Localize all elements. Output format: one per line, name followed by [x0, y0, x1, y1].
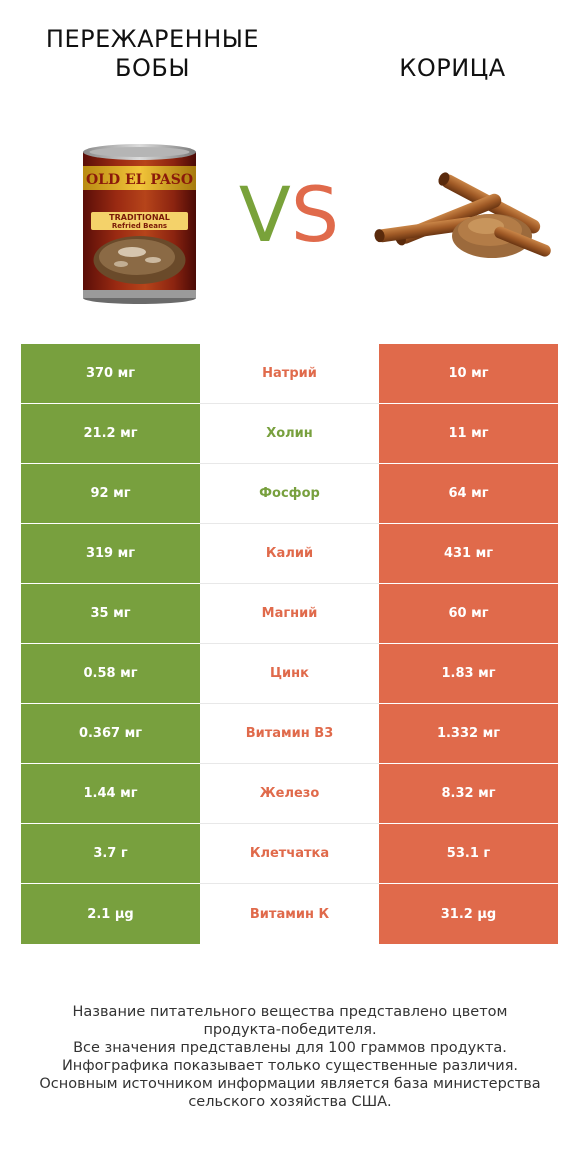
left-product-title: ПЕРЕЖАРЕННЫЕ БОБЫ: [30, 25, 275, 83]
right-value-cell: 31.2 µg: [379, 884, 558, 944]
vs-label: VS: [224, 165, 354, 265]
footer-line: Все значения представлены для 100 граммо…: [73, 1040, 507, 1056]
right-value-cell: 8.32 мг: [379, 764, 558, 824]
footer-line: Название питательного вещества представл…: [72, 1004, 508, 1020]
vs-s-letter: S: [290, 170, 340, 259]
footer-line: Основным источником информации является …: [39, 1076, 541, 1092]
can-brand-text: OLD EL PASO: [86, 172, 193, 188]
nutrient-name-cell: Калий: [200, 524, 379, 584]
nutrient-name-cell: Фосфор: [200, 464, 379, 524]
footer-notes: Название питательного вещества представл…: [30, 1003, 550, 1111]
left-value-cell: 35 мг: [21, 584, 200, 644]
table-row: 370 мг Натрий 10 мг: [21, 344, 558, 404]
nutrient-name-cell: Холин: [200, 404, 379, 464]
right-product-title: КОРИЦА: [399, 54, 506, 82]
nutrient-name-cell: Витамин B3: [200, 704, 379, 764]
table-row: 35 мг Магний 60 мг: [21, 584, 558, 644]
right-value-cell: 60 мг: [379, 584, 558, 644]
left-value-cell: 370 мг: [21, 344, 200, 404]
left-product-title-line2: БОБЫ: [115, 54, 190, 82]
right-value-cell: 431 мг: [379, 524, 558, 584]
vs-v-letter: V: [238, 170, 291, 259]
table-row: 0.367 мг Витамин B3 1.332 мг: [21, 704, 558, 764]
right-value-cell: 64 мг: [379, 464, 558, 524]
table-row: 92 мг Фосфор 64 мг: [21, 464, 558, 524]
nutrient-name-cell: Магний: [200, 584, 379, 644]
table-row: 319 мг Калий 431 мг: [21, 524, 558, 584]
left-value-cell: 92 мг: [21, 464, 200, 524]
right-value-cell: 53.1 г: [379, 824, 558, 884]
can-label-line2: Refried Beans: [112, 222, 167, 230]
can-label-line1: TRADITIONAL: [109, 213, 170, 222]
nutrient-name-cell: Витамин К: [200, 884, 379, 944]
right-value-cell: 1.83 мг: [379, 644, 558, 704]
right-value-cell: 11 мг: [379, 404, 558, 464]
table-row: 0.58 мг Цинк 1.83 мг: [21, 644, 558, 704]
footer-line: продукта-победителя.: [203, 1022, 377, 1038]
table-row: 2.1 µg Витамин К 31.2 µg: [21, 884, 558, 944]
left-value-cell: 0.367 мг: [21, 704, 200, 764]
cinnamon-image: [374, 166, 554, 262]
left-value-cell: 21.2 мг: [21, 404, 200, 464]
table-row: 1.44 мг Железо 8.32 мг: [21, 764, 558, 824]
left-value-cell: 319 мг: [21, 524, 200, 584]
right-value-cell: 10 мг: [379, 344, 558, 404]
table-row: 3.7 г Клетчатка 53.1 г: [21, 824, 558, 884]
left-value-cell: 2.1 µg: [21, 884, 200, 944]
nutrient-name-cell: Клетчатка: [200, 824, 379, 884]
nutrient-name-cell: Натрий: [200, 344, 379, 404]
left-value-cell: 0.58 мг: [21, 644, 200, 704]
nutrient-comparison-table: 370 мг Натрий 10 мг 21.2 мг Холин 11 мг …: [21, 344, 558, 944]
footer-line: Инфографика показывает только существенн…: [61, 1058, 519, 1074]
left-value-cell: 1.44 мг: [21, 764, 200, 824]
nutrient-name-cell: Цинк: [200, 644, 379, 704]
left-product-title-line1: ПЕРЕЖАРЕННЫЕ: [45, 25, 260, 53]
right-value-cell: 1.332 мг: [379, 704, 558, 764]
left-value-cell: 3.7 г: [21, 824, 200, 884]
nutrient-name-cell: Железо: [200, 764, 379, 824]
refried-beans-can-image: OLD EL PASO TRADITIONAL Refried Beans: [77, 140, 202, 305]
footer-line: сельского хозяйства США.: [188, 1094, 392, 1110]
table-row: 21.2 мг Холин 11 мг: [21, 404, 558, 464]
